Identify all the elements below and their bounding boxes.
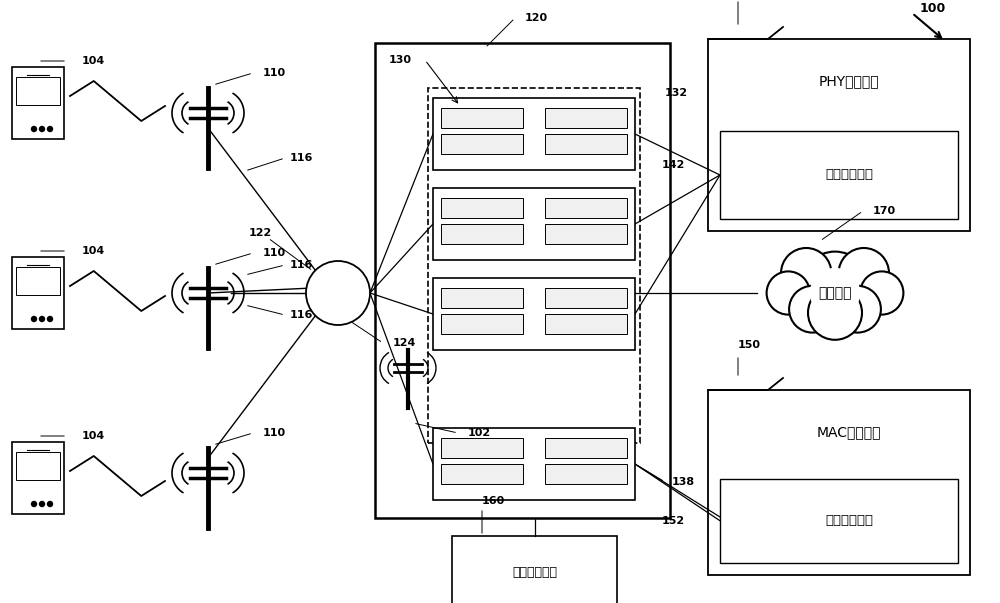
- Text: 120: 120: [525, 13, 548, 23]
- Circle shape: [839, 248, 889, 298]
- Bar: [708, 39, 970, 231]
- Bar: [720, 479, 958, 563]
- Bar: [16, 77, 60, 105]
- Text: 160: 160: [482, 496, 505, 506]
- Text: 小区迁移组件: 小区迁移组件: [825, 514, 873, 527]
- Circle shape: [48, 317, 52, 321]
- Bar: [545, 224, 627, 244]
- Bar: [441, 314, 523, 334]
- Circle shape: [40, 127, 44, 131]
- Bar: [441, 134, 523, 154]
- Text: 152: 152: [662, 516, 685, 526]
- Text: 132: 132: [665, 88, 688, 98]
- Text: 142: 142: [662, 160, 685, 170]
- Bar: [545, 464, 627, 484]
- Circle shape: [48, 127, 52, 131]
- Circle shape: [767, 271, 810, 315]
- Text: PHY处理组件: PHY处理组件: [819, 74, 879, 88]
- Text: 116: 116: [290, 310, 313, 320]
- Text: 116: 116: [290, 260, 313, 270]
- Bar: [428, 88, 640, 443]
- Bar: [452, 536, 617, 603]
- Circle shape: [810, 268, 860, 318]
- Text: 104: 104: [82, 431, 105, 441]
- Bar: [433, 428, 635, 500]
- Text: 迁移控制组件: 迁移控制组件: [512, 566, 557, 578]
- Text: 110: 110: [263, 428, 286, 438]
- Bar: [441, 288, 523, 308]
- Bar: [441, 198, 523, 218]
- Text: 104: 104: [82, 246, 105, 256]
- Circle shape: [781, 248, 831, 298]
- Bar: [545, 438, 627, 458]
- Bar: [433, 98, 635, 170]
- Circle shape: [32, 127, 36, 131]
- Bar: [433, 188, 635, 260]
- Text: MAC处理组件: MAC处理组件: [817, 425, 881, 439]
- Text: 122: 122: [248, 228, 272, 238]
- Circle shape: [808, 286, 862, 340]
- Bar: [545, 108, 627, 128]
- Bar: [16, 452, 60, 480]
- Text: 150: 150: [738, 340, 761, 350]
- Circle shape: [789, 286, 836, 333]
- Circle shape: [834, 286, 881, 333]
- Bar: [12, 67, 64, 139]
- Bar: [433, 278, 635, 350]
- Bar: [545, 314, 627, 334]
- Text: 小区迁移组件: 小区迁移组件: [825, 168, 873, 182]
- Bar: [545, 134, 627, 154]
- Text: 130: 130: [389, 55, 412, 65]
- Circle shape: [32, 502, 36, 507]
- Circle shape: [32, 317, 36, 321]
- Bar: [441, 438, 523, 458]
- Bar: [16, 267, 60, 295]
- Circle shape: [306, 261, 370, 325]
- Circle shape: [48, 502, 52, 507]
- Bar: [545, 198, 627, 218]
- Text: 116: 116: [290, 153, 313, 163]
- Bar: [12, 442, 64, 514]
- Circle shape: [801, 251, 869, 320]
- Text: 124: 124: [393, 338, 416, 348]
- Bar: [441, 464, 523, 484]
- Text: 100: 100: [920, 1, 946, 14]
- Bar: [720, 131, 958, 219]
- Circle shape: [40, 317, 44, 321]
- Bar: [375, 43, 670, 518]
- Text: 110: 110: [263, 68, 286, 78]
- Bar: [545, 288, 627, 308]
- Text: 104: 104: [82, 56, 105, 66]
- Text: 102: 102: [468, 428, 491, 438]
- Circle shape: [40, 502, 44, 507]
- Circle shape: [860, 271, 903, 315]
- Text: 170: 170: [873, 206, 896, 216]
- Bar: [708, 390, 970, 575]
- Bar: [441, 108, 523, 128]
- Text: 138: 138: [672, 477, 695, 487]
- Text: 核心网络: 核心网络: [818, 286, 852, 300]
- Text: 110: 110: [263, 248, 286, 258]
- Bar: [441, 224, 523, 244]
- Bar: [12, 257, 64, 329]
